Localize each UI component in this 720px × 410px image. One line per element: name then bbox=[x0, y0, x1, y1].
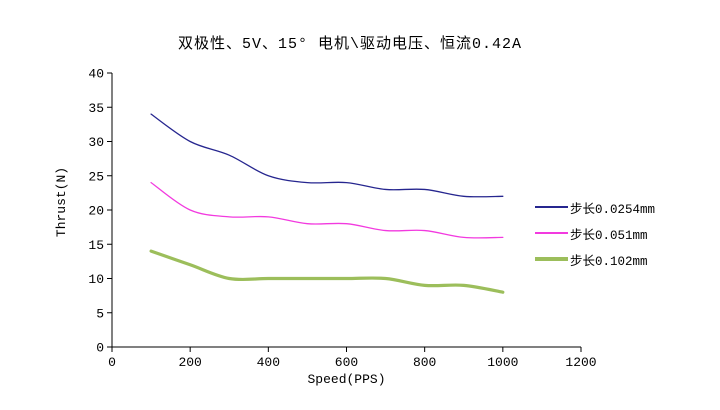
x-tick-label: 800 bbox=[413, 355, 436, 370]
y-tick-label: 20 bbox=[88, 204, 104, 219]
legend-line-sample-0 bbox=[535, 206, 568, 208]
legend-item-1: 步长0.051mm bbox=[535, 220, 655, 246]
legend-item-0: 步长0.0254mm bbox=[535, 194, 655, 220]
y-tick-label: 35 bbox=[88, 101, 104, 116]
x-axis-title: Speed(PPS) bbox=[307, 372, 386, 387]
y-tick-label: 25 bbox=[88, 169, 104, 184]
legend: 步长0.0254mm 步长0.051mm 步长0.102mm bbox=[535, 194, 655, 272]
x-tick-label: 200 bbox=[178, 355, 201, 370]
series-line-2 bbox=[149, 249, 505, 294]
series-line-0 bbox=[150, 113, 504, 198]
y-tick-label: 0 bbox=[96, 341, 104, 356]
legend-line-sample-1 bbox=[535, 232, 568, 234]
x-tick-label: 600 bbox=[335, 355, 358, 370]
y-tick-label: 30 bbox=[88, 135, 104, 150]
chart-title: 双极性、5V、15° 电机\驱动电压、恒流0.42A bbox=[177, 36, 523, 53]
y-tick-label: 15 bbox=[88, 238, 104, 253]
y-tick-label: 10 bbox=[88, 272, 104, 287]
x-tick-label: 400 bbox=[257, 355, 280, 370]
legend-item-2: 步长0.102mm bbox=[535, 246, 655, 272]
x-tick-label: 1000 bbox=[487, 355, 518, 370]
legend-label-1: 步长0.051mm bbox=[570, 228, 648, 243]
x-tick-label: 0 bbox=[108, 355, 116, 370]
legend-label-0: 步长0.0254mm bbox=[570, 202, 656, 217]
series-line-1 bbox=[150, 181, 504, 239]
legend-label-2: 步长0.102mm bbox=[570, 254, 648, 269]
legend-line-sample-2 bbox=[535, 257, 568, 261]
x-tick-label: 1200 bbox=[565, 355, 596, 370]
y-tick-label: 5 bbox=[96, 306, 104, 321]
y-tick-label: 40 bbox=[88, 67, 104, 82]
